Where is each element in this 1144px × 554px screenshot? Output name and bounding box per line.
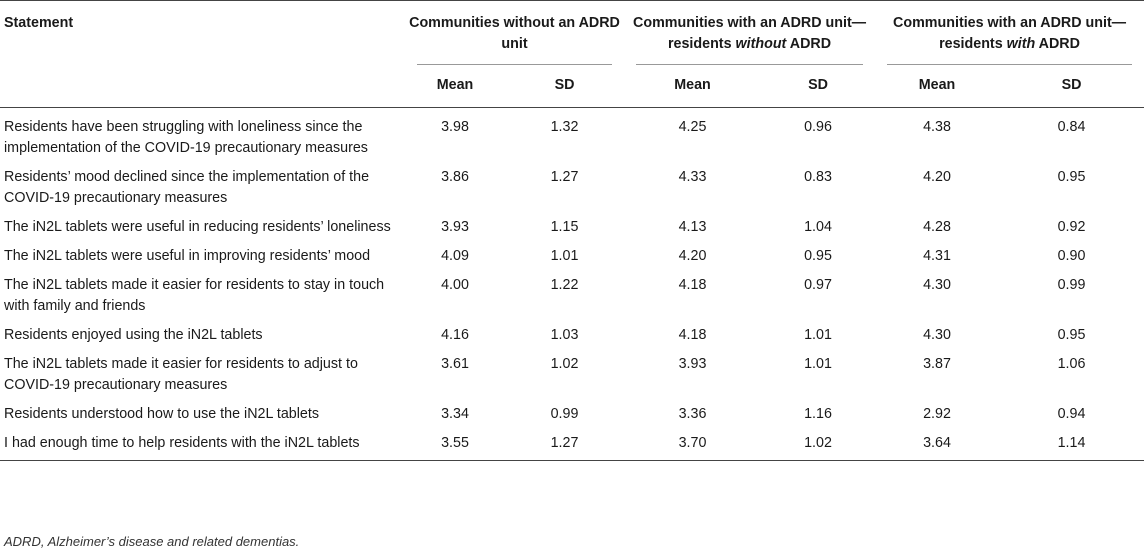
value-cell: 1.06 <box>1057 356 1086 372</box>
value-cell: 4.18 <box>678 277 707 293</box>
value-cell: 3.93 <box>441 219 469 235</box>
value-cell: 3.61 <box>441 356 469 372</box>
value-cell: 1.01 <box>550 248 579 264</box>
value-cell: 0.95 <box>1057 169 1086 185</box>
value-cell: 0.97 <box>804 277 832 293</box>
table-footnote: ADRD, Alzheimer’s disease and related de… <box>4 534 300 549</box>
value-cell: 4.38 <box>923 119 951 135</box>
value-cell: 1.27 <box>550 435 579 451</box>
value-cell: 4.00 <box>441 277 469 293</box>
value-cell: 4.09 <box>441 248 469 264</box>
table-row: Residents understood how to use the iN2L… <box>0 400 1144 429</box>
value-cell: 0.92 <box>1057 219 1086 235</box>
sd-header: SD <box>1061 77 1082 93</box>
group-header-adrd-unit-with: Communities with an ADRD unit—residents … <box>875 0 1144 65</box>
value-cell: 0.84 <box>1057 119 1086 135</box>
results-table: Statement Communities without an ADRD un… <box>0 0 1144 461</box>
value-cell: 4.28 <box>923 219 951 235</box>
mean-header: Mean <box>918 77 956 93</box>
value-cell: 3.64 <box>923 435 951 451</box>
value-cell: 3.87 <box>923 356 951 372</box>
value-cell: 4.30 <box>923 277 951 293</box>
value-cell: 1.01 <box>804 356 832 372</box>
value-cell: 4.18 <box>678 327 707 343</box>
group-header-row: Statement Communities without an ADRD un… <box>0 0 1144 65</box>
value-cell: 1.03 <box>550 327 579 343</box>
value-cell: 1.15 <box>550 219 579 235</box>
value-cell: 1.02 <box>550 356 579 372</box>
value-cell: 0.95 <box>1057 327 1086 343</box>
statement-cell: Residents’ mood declined since the imple… <box>4 169 370 206</box>
value-cell: 4.25 <box>678 119 707 135</box>
mean-header: Mean <box>436 77 474 93</box>
value-cell: 4.13 <box>678 219 707 235</box>
value-cell: 3.70 <box>678 435 707 451</box>
statement-cell: Residents have been struggling with lone… <box>4 119 368 156</box>
value-cell: 4.31 <box>923 248 951 264</box>
value-cell: 4.16 <box>441 327 469 343</box>
table-row: I had enough time to help residents with… <box>0 429 1144 461</box>
value-cell: 1.27 <box>550 169 579 185</box>
value-cell: 4.30 <box>923 327 951 343</box>
value-cell: 4.20 <box>923 169 951 185</box>
blank-subheader <box>0 65 405 108</box>
mean-header: Mean <box>674 77 711 93</box>
value-cell: 0.99 <box>1057 277 1086 293</box>
table-row: The iN2L tablets made it easier for resi… <box>0 271 1144 321</box>
value-cell: 0.94 <box>1057 406 1086 422</box>
statement-cell: The iN2L tablets made it easier for resi… <box>4 277 385 314</box>
value-cell: 1.04 <box>804 219 832 235</box>
statement-cell: Residents understood how to use the iN2L… <box>4 406 319 422</box>
table-row: Residents enjoyed using the iN2L tablets… <box>0 321 1144 350</box>
value-cell: 3.34 <box>441 406 469 422</box>
statement-cell: The iN2L tablets made it easier for resi… <box>4 356 358 393</box>
subheader-row: Mean SD Mean SD Mean SD <box>0 65 1144 108</box>
statement-cell: The iN2L tablets were useful in reducing… <box>4 219 391 235</box>
value-cell: 3.98 <box>441 119 469 135</box>
value-cell: 1.16 <box>804 406 832 422</box>
statement-header: Statement <box>0 0 405 65</box>
value-cell: 3.55 <box>441 435 469 451</box>
value-cell: 4.20 <box>678 248 707 264</box>
table-row: The iN2L tablets were useful in reducing… <box>0 213 1144 242</box>
value-cell: 0.99 <box>550 406 579 422</box>
value-cell: 1.01 <box>804 327 832 343</box>
value-cell: 3.93 <box>678 356 707 372</box>
sd-header: SD <box>554 77 575 93</box>
value-cell: 3.86 <box>441 169 469 185</box>
table-row: Residents have been struggling with lone… <box>0 108 1144 164</box>
value-cell: 0.96 <box>804 119 832 135</box>
sd-header: SD <box>808 77 828 93</box>
value-cell: 3.36 <box>678 406 707 422</box>
statement-cell: I had enough time to help residents with… <box>4 435 360 451</box>
table-row: Residents’ mood declined since the imple… <box>0 163 1144 213</box>
group-header-no-adrd-unit: Communities without an ADRD unit <box>405 0 625 65</box>
value-cell: 1.02 <box>804 435 832 451</box>
statement-cell: The iN2L tablets were useful in improvin… <box>4 248 371 264</box>
value-cell: 1.32 <box>550 119 579 135</box>
value-cell: 4.33 <box>678 169 707 185</box>
value-cell: 2.92 <box>923 406 951 422</box>
value-cell: 0.83 <box>804 169 832 185</box>
value-cell: 1.22 <box>550 277 579 293</box>
group-header-adrd-unit-without: Communities with an ADRD unit—residents … <box>624 0 876 65</box>
table-row: The iN2L tablets made it easier for resi… <box>0 350 1144 400</box>
value-cell: 1.14 <box>1057 435 1086 451</box>
statement-cell: Residents enjoyed using the iN2L tablets <box>4 327 263 343</box>
value-cell: 0.90 <box>1057 248 1086 264</box>
table-row: The iN2L tablets were useful in improvin… <box>0 242 1144 271</box>
value-cell: 0.95 <box>804 248 832 264</box>
